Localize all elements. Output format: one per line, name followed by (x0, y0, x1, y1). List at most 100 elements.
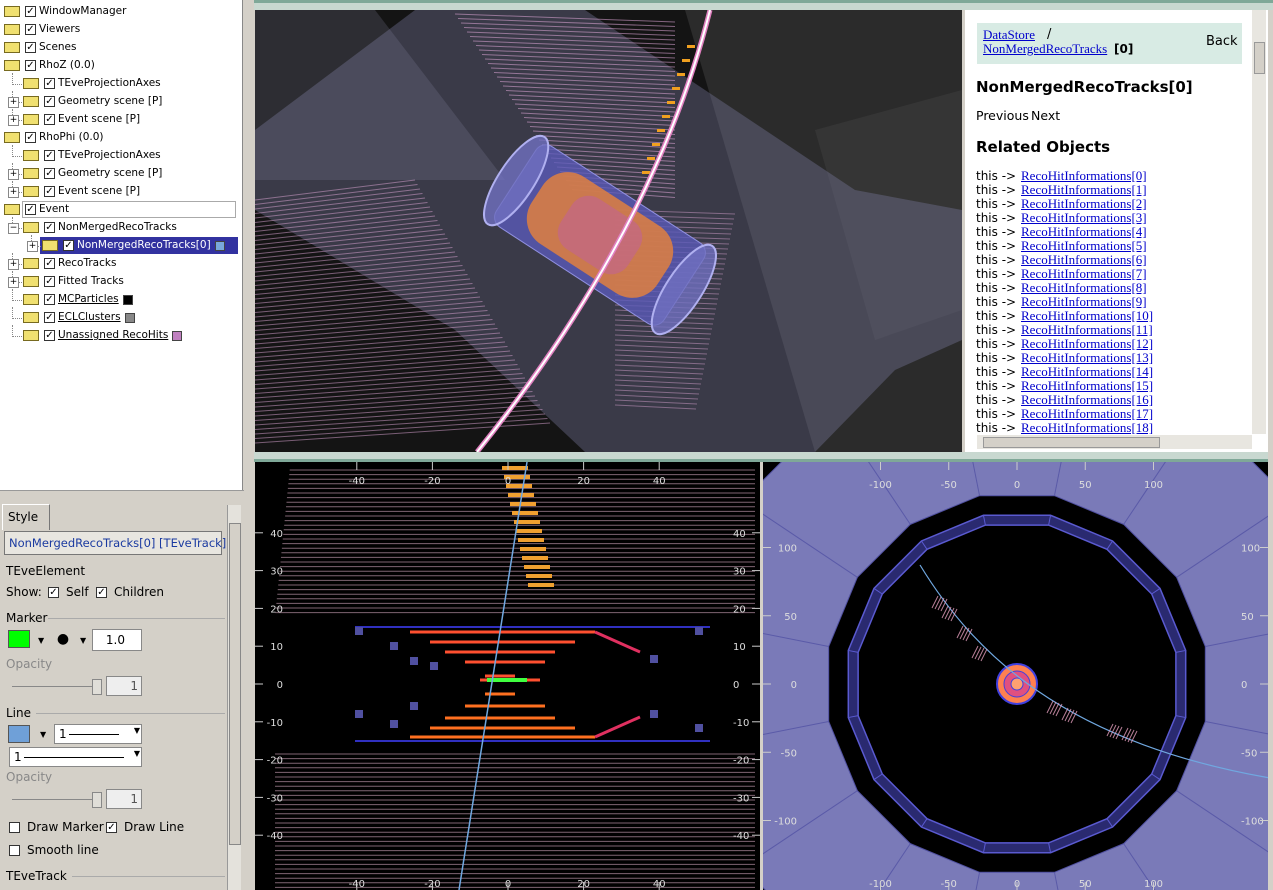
checkbox[interactable]: ✓ (44, 168, 55, 179)
marker-style[interactable]: ● (56, 631, 70, 647)
link[interactable]: RecoHitInformations[11] (1021, 322, 1153, 337)
breadcrumb-link[interactable]: DataStore (983, 27, 1035, 42)
dropdown-arrow[interactable]: ▼ (80, 636, 87, 645)
tree-item[interactable]: Scenes (39, 41, 77, 53)
checkbox[interactable] (9, 822, 20, 833)
link[interactable]: RecoHitInformations[16] (1021, 392, 1154, 407)
line-style-combo[interactable]: 1 ▼ (9, 747, 142, 767)
checkbox[interactable]: ✓ (44, 276, 55, 287)
link[interactable]: RecoHitInformations[8] (1021, 280, 1147, 295)
tree-item[interactable]: Geometry scene [P] (58, 95, 163, 107)
link[interactable]: RecoHitInformations[10] (1021, 308, 1154, 323)
checkbox[interactable]: ✓ (25, 204, 36, 215)
link[interactable]: RecoHitInformations[1] (1021, 182, 1147, 197)
slider-handle[interactable] (92, 792, 102, 808)
tree-item[interactable]: NonMergedRecoTracks[0] (77, 239, 211, 251)
splitter[interactable] (962, 10, 965, 452)
next[interactable]: Next (1031, 108, 1061, 123)
tree-item[interactable]: TEveProjectionAxes (58, 149, 161, 161)
number-box[interactable]: 1 (106, 789, 142, 809)
dropdown-arrow[interactable]: ▼ (40, 730, 47, 739)
checkbox[interactable]: ✓ (106, 822, 117, 833)
checkbox[interactable]: ✓ (44, 312, 55, 323)
tree-item[interactable]: ECLClusters (58, 311, 121, 323)
checkbox[interactable]: ✓ (48, 587, 59, 598)
checkbox[interactable]: ✓ (44, 294, 55, 305)
spin-box[interactable]: 1.0 (92, 629, 142, 651)
expander[interactable]: + (8, 187, 19, 198)
tree-item[interactable]: Viewers (39, 23, 81, 35)
expander[interactable]: + (8, 115, 19, 126)
expander[interactable]: + (27, 241, 38, 252)
h-splitter[interactable] (0, 490, 244, 501)
splitter[interactable] (254, 452, 1273, 462)
link[interactable]: RecoHitInformations[18] (1021, 420, 1154, 435)
checkbox[interactable]: ✓ (25, 132, 36, 143)
checkbox[interactable]: ✓ (44, 150, 55, 161)
top-splitter[interactable] (254, 0, 1273, 10)
dropdown-arrow[interactable]: ▼ (38, 636, 45, 645)
v-scrollbar[interactable] (1252, 10, 1266, 434)
checkbox[interactable]: ✓ (25, 42, 36, 53)
3d-viewer[interactable] (255, 10, 962, 452)
checkbox[interactable]: ✓ (96, 587, 107, 598)
link[interactable]: RecoHitInformations[9] (1021, 294, 1147, 309)
number-box[interactable]: 1 (106, 676, 142, 696)
marker-color[interactable] (8, 630, 30, 648)
slider-handle[interactable] (92, 679, 102, 695)
expander[interactable]: + (8, 97, 19, 108)
expander[interactable]: + (8, 259, 19, 270)
link[interactable]: RecoHitInformations[3] (1021, 210, 1147, 225)
tree-item[interactable]: Event scene [P] (58, 185, 141, 197)
link[interactable]: RecoHitInformations[2] (1021, 196, 1147, 211)
link[interactable]: RecoHitInformations[17] (1021, 406, 1154, 421)
expander[interactable]: − (8, 223, 19, 234)
scrollbar[interactable] (227, 505, 241, 890)
checkbox[interactable]: ✓ (44, 114, 55, 125)
link[interactable]: RecoHitInformations[12] (1021, 336, 1154, 351)
back-button[interactable]: Back (1206, 34, 1238, 49)
v-splitter[interactable] (244, 0, 254, 890)
tree-item[interactable]: RhoPhi (0.0) (39, 131, 104, 143)
breadcrumb-link[interactable]: NonMergedRecoTracks (983, 41, 1108, 56)
rhophi-viewer[interactable]: -100-100-50-50005050100100100100505000-5… (763, 462, 1268, 890)
checkbox[interactable]: ✓ (44, 330, 55, 341)
checkbox[interactable] (9, 845, 20, 856)
tree-item[interactable]: RhoZ (0.0) (39, 59, 95, 71)
link[interactable]: RecoHitInformations[4] (1021, 224, 1147, 239)
tree-item[interactable]: Geometry scene [P] (58, 167, 163, 179)
h-scrollbar[interactable] (977, 435, 1252, 449)
checkbox[interactable]: ✓ (44, 186, 55, 197)
tab[interactable]: Style (2, 504, 50, 530)
line-width-combo[interactable]: 1 ▼ (54, 724, 142, 744)
element-button[interactable]: NonMergedRecoTracks[0] [TEveTrack] (4, 531, 226, 555)
expander[interactable]: + (8, 277, 19, 288)
link[interactable]: RecoHitInformations[15] (1021, 378, 1154, 393)
link[interactable]: RecoHitInformations[7] (1021, 266, 1147, 281)
tree-item[interactable]: TEveProjectionAxes (58, 77, 161, 89)
tree-item[interactable]: Event scene [P] (58, 113, 141, 125)
rhoz-viewer[interactable]: -40-40-20-200020204040404030302020101000… (255, 462, 760, 890)
checkbox[interactable]: ✓ (63, 240, 74, 251)
splitter[interactable] (760, 462, 763, 890)
link[interactable]: RecoHitInformations[5] (1021, 238, 1147, 253)
tree-item[interactable]: Unassigned RecoHits (58, 329, 169, 341)
link[interactable]: RecoHitInformations[6] (1021, 252, 1147, 267)
link[interactable]: RecoHitInformations[14] (1021, 364, 1154, 379)
checkbox[interactable]: ✓ (44, 258, 55, 269)
checkbox[interactable]: ✓ (44, 78, 55, 89)
checkbox[interactable]: ✓ (25, 6, 36, 17)
checkbox[interactable]: ✓ (44, 96, 55, 107)
link[interactable]: RecoHitInformations[13] (1021, 350, 1154, 365)
expander[interactable]: + (8, 169, 19, 180)
link[interactable]: RecoHitInformations[0] (1021, 169, 1147, 183)
tree-item[interactable]: RecoTracks (58, 257, 117, 269)
tree-item[interactable]: MCParticles (58, 293, 119, 305)
checkbox[interactable]: ✓ (25, 24, 36, 35)
tree-item[interactable]: Event (39, 203, 70, 215)
tree-item[interactable]: NonMergedRecoTracks (58, 221, 177, 233)
tree-item[interactable]: WindowManager (39, 5, 127, 17)
checkbox[interactable]: ✓ (25, 60, 36, 71)
checkbox[interactable]: ✓ (44, 222, 55, 233)
line-color[interactable] (8, 725, 30, 743)
